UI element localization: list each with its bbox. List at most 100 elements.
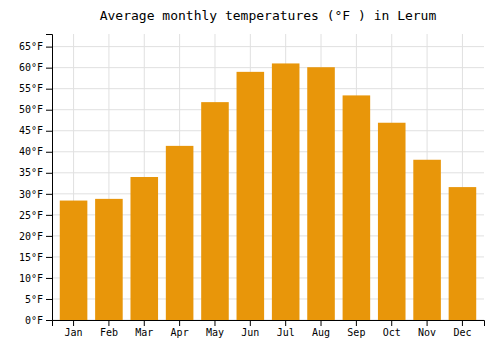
y-tick-label: 25°F: [19, 210, 43, 221]
y-tick: 0°F: [25, 315, 52, 326]
x-tick-mark: [462, 320, 463, 326]
x-tick: Jan: [65, 320, 83, 338]
x-tick-mark: [356, 320, 357, 326]
x-tick-label: Jul: [277, 327, 295, 338]
y-tick-mark: [46, 278, 52, 279]
y-tick-label: 35°F: [19, 167, 43, 178]
y-tick: 55°F: [19, 83, 52, 94]
bars: [60, 63, 476, 320]
x-tick-mark: [73, 320, 74, 326]
y-tick: 5°F: [25, 294, 52, 305]
y-tick-label: 30°F: [19, 189, 43, 200]
y-tick-label: 15°F: [19, 252, 43, 263]
y-tick-mark: [46, 299, 52, 300]
x-tick-label: Aug: [312, 327, 330, 338]
x-tick: Feb: [100, 320, 118, 338]
x-tick-mark: [179, 320, 180, 326]
bar: [378, 123, 406, 320]
grid-line: [52, 88, 484, 89]
grid-line: [52, 151, 484, 152]
x-tick-label: May: [206, 327, 224, 338]
x-tick-label: Mar: [135, 327, 153, 338]
grid: [52, 34, 484, 320]
y-tick-mark: [46, 68, 52, 69]
y-tick: 35°F: [19, 167, 52, 178]
plot: 0°F 5°F 10°F 15°F 20°F 25°F 30°F 35°F 40°F 45°F 50…: [19, 34, 485, 338]
y-tick-label: 55°F: [19, 83, 43, 94]
y-tick-mark: [46, 320, 52, 321]
x-tick-mark: [391, 320, 392, 326]
x-tick: May: [206, 320, 224, 338]
chart: 0°F 5°F 10°F 15°F 20°F 25°F 30°F 35°F 40°F 45°F 50…: [0, 0, 500, 350]
y-tick: 10°F: [19, 273, 52, 284]
y-tick-label: 10°F: [19, 273, 43, 284]
bar: [237, 72, 265, 320]
x-tick-label: Apr: [171, 327, 189, 338]
bar: [343, 95, 371, 320]
x-tick-mark: [144, 320, 145, 326]
x-tick-label: Nov: [418, 327, 436, 338]
y-tick-mark: [46, 89, 52, 90]
y-tick-mark: [46, 110, 52, 111]
y-tick-mark: [46, 152, 52, 153]
y-axis: 0°F 5°F 10°F 15°F 20°F 25°F 30°F 35°F 40°F 45°F 50…: [19, 35, 53, 326]
y-tick: 15°F: [19, 252, 52, 263]
x-tick-mark: [427, 320, 428, 326]
y-tick-label: 45°F: [19, 125, 43, 136]
y-tick-mark: [46, 257, 52, 258]
y-tick: 65°F: [19, 41, 52, 52]
x-tick-mark: [214, 320, 215, 326]
bar: [307, 67, 335, 320]
y-tick: 25°F: [19, 210, 52, 221]
y-tick-label: 60°F: [19, 62, 43, 73]
y-tick-label: 50°F: [19, 104, 43, 115]
x-tick-label: Oct: [383, 327, 401, 338]
bar: [95, 199, 123, 320]
x-tick: Jun: [241, 320, 259, 338]
x-tick: Oct: [383, 320, 401, 338]
x-tick: Dec: [453, 320, 471, 338]
bar: [449, 187, 477, 320]
x-tick: Aug: [312, 320, 330, 338]
bar: [166, 146, 194, 320]
y-tick-label: 0°F: [25, 315, 43, 326]
bar: [272, 63, 300, 320]
x-tick-label: Feb: [100, 327, 118, 338]
y-tick-mark: [46, 194, 52, 195]
title: Average monthly temperatures (°F ) in Le…: [100, 8, 437, 23]
x-tick: Mar: [135, 320, 153, 338]
y-tick-mark: [46, 215, 52, 216]
y-tick: 50°F: [19, 104, 52, 115]
grid-line: [52, 67, 484, 68]
y-tick: 40°F: [19, 146, 52, 157]
y-tick-mark: [46, 173, 52, 174]
x-tick-label: Jan: [65, 327, 83, 338]
x-tick-mark: [321, 320, 322, 326]
x-axis-line: [53, 321, 485, 327]
x-tick: Apr: [171, 320, 189, 338]
y-tick: 60°F: [19, 62, 52, 73]
x-tick: Jul: [277, 320, 295, 338]
y-tick-label: 5°F: [25, 294, 43, 305]
bar: [201, 102, 229, 320]
y-tick: 20°F: [19, 231, 52, 242]
y-tick: 45°F: [19, 125, 52, 136]
x-tick-label: Sep: [347, 327, 365, 338]
x-tick-label: Jun: [241, 327, 259, 338]
bar: [413, 160, 441, 320]
y-tick-mark: [46, 236, 52, 237]
y-tick-label: 20°F: [19, 231, 43, 242]
y-tick: 30°F: [19, 189, 52, 200]
x-tick: Nov: [418, 320, 436, 338]
x-tick-mark: [108, 320, 109, 326]
y-tick-mark: [46, 131, 52, 132]
y-axis-line: [46, 35, 53, 321]
y-tick-label: 40°F: [19, 146, 43, 157]
bar: [60, 201, 88, 320]
grid-line: [52, 130, 484, 131]
x-tick-mark: [250, 320, 251, 326]
bar: [130, 177, 158, 320]
x-tick-label: Dec: [453, 327, 471, 338]
y-tick-label: 65°F: [19, 41, 43, 52]
grid-line: [52, 109, 484, 110]
